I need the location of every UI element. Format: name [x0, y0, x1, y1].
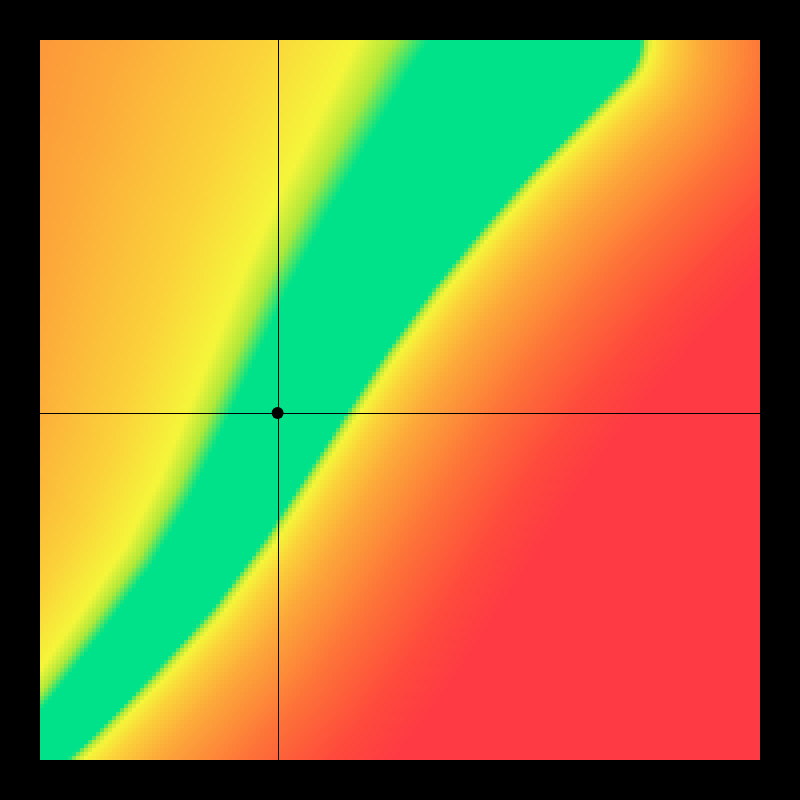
bottleneck-heatmap	[0, 0, 800, 800]
chart-container: TheBottleneck.com	[0, 0, 800, 800]
